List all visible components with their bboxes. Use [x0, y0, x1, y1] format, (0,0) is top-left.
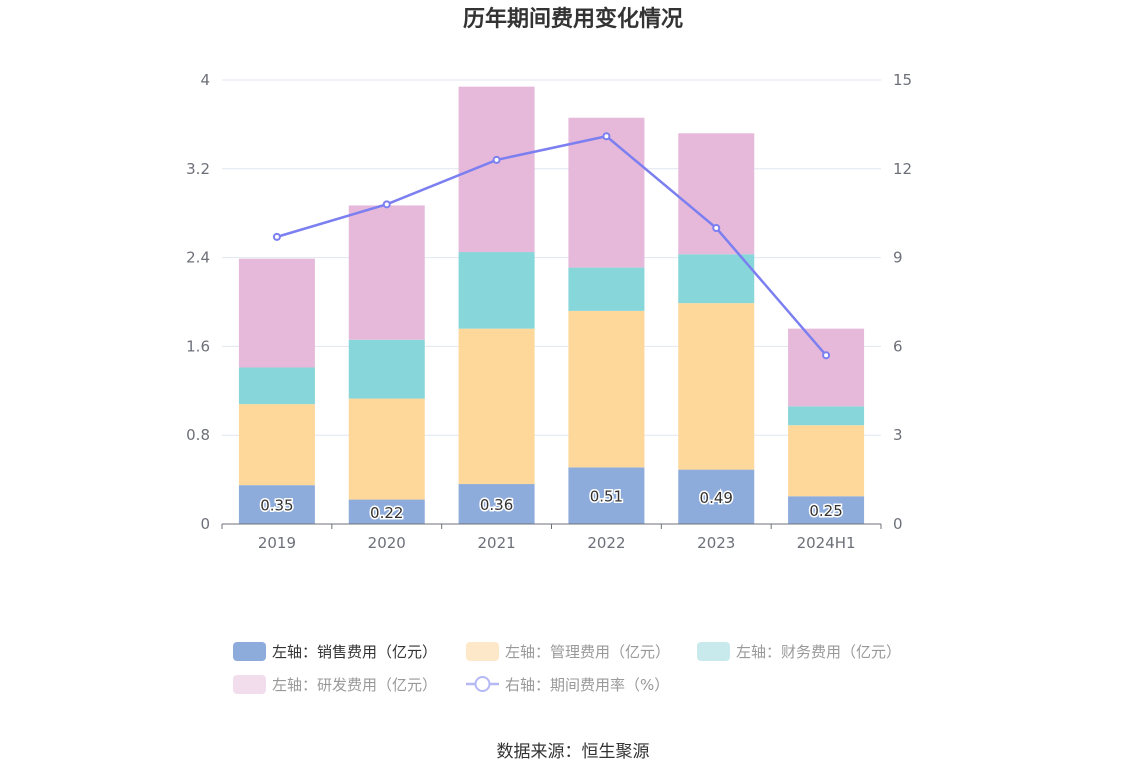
- bar: [238, 367, 315, 405]
- bar: [788, 328, 865, 407]
- bar: [348, 398, 425, 500]
- line-point: [712, 224, 721, 232]
- x-axis-tick-label: 2019: [258, 534, 296, 552]
- left-axis-tick-label: 3.2: [186, 160, 210, 178]
- bar: [568, 310, 645, 468]
- bar: [348, 339, 425, 399]
- legend-swatch-marker: [474, 676, 491, 692]
- bar: [458, 252, 535, 329]
- left-axis-tick-label: 4: [200, 71, 210, 89]
- x-axis-tick-label: 2021: [477, 534, 515, 552]
- bar: [678, 469, 755, 524]
- right-axis-tick-label: 12: [893, 160, 912, 178]
- right-axis-tick-label: 15: [893, 71, 912, 89]
- bar: [678, 303, 755, 470]
- bar-data-label: 0.49: [700, 489, 733, 507]
- bar: [348, 499, 425, 524]
- left-axis-tick-label: 0: [200, 515, 210, 533]
- line-point: [602, 132, 611, 141]
- bar-data-label: 0.22: [370, 504, 403, 522]
- bar: [458, 328, 535, 485]
- left-axis-tick-label: 0.8: [186, 426, 210, 444]
- bar: [458, 484, 535, 524]
- bar: [238, 258, 315, 368]
- axes: 0 0 0.8 3 1.6 6 2.4 9 3.2 12 4 15 2019 2020 2021 2022 20…: [186, 71, 912, 552]
- legend-label: 左轴：财务费用（亿元）: [736, 643, 901, 661]
- right-axis-tick-label: 6: [893, 337, 903, 355]
- line-point: [822, 351, 831, 360]
- legend-swatch: [233, 642, 266, 661]
- bar-data-label: 0.35: [260, 497, 293, 515]
- left-axis-tick-label: 2.4: [186, 249, 210, 267]
- legend-swatch: [697, 642, 730, 661]
- bar: [238, 485, 315, 524]
- legend-swatch: [466, 642, 499, 661]
- legend-label: 右轴：期间费用率（%）: [505, 676, 669, 694]
- bar: [348, 205, 425, 340]
- bar: [678, 254, 755, 304]
- bar: [568, 267, 645, 311]
- x-axis-tick-label: 2023: [697, 534, 735, 552]
- bar-series: [238, 86, 865, 524]
- line-series: [272, 132, 831, 360]
- legend-label: 左轴：销售费用（亿元）: [272, 643, 437, 661]
- line-series-path: [276, 134, 828, 357]
- source-note: 数据来源：恒生聚源: [497, 742, 650, 762]
- grid-lines: [222, 79, 881, 436]
- x-axis-tick-label: 2024H1: [797, 534, 856, 552]
- chart-title: 历年期间费用变化情况: [463, 6, 683, 32]
- bar-data-label: 0.51: [590, 488, 623, 506]
- legend-label: 左轴：管理费用（亿元）: [505, 643, 670, 661]
- legend-label: 左轴：研发费用（亿元）: [272, 676, 437, 694]
- x-axis-tick-label: 2022: [587, 534, 625, 552]
- bar: [238, 404, 315, 486]
- right-axis-tick-label: 0: [893, 515, 903, 533]
- bar: [568, 467, 645, 524]
- left-axis-tick-label: 1.6: [186, 337, 210, 355]
- legend-swatch: [233, 675, 266, 694]
- right-axis-tick-label: 3: [893, 426, 903, 444]
- data-labels: 0.35 0.22 0.36 0.51 0.49 0.25: [259, 486, 845, 523]
- bar: [788, 496, 865, 524]
- line-point: [272, 232, 281, 241]
- line-point: [382, 200, 391, 209]
- legend: 左轴：销售费用（亿元） 左轴：管理费用（亿元） 左轴：财务费用（亿元） 左轴：研发费用…: [233, 642, 901, 694]
- line-point: [492, 155, 501, 164]
- x-axis-tick-label: 2020: [368, 534, 406, 552]
- bar: [788, 406, 865, 426]
- right-axis-tick-label: 9: [893, 249, 903, 267]
- bar-data-label: 0.25: [809, 502, 842, 520]
- bar: [788, 425, 865, 497]
- bar: [678, 133, 755, 255]
- bar-data-label: 0.36: [480, 496, 513, 514]
